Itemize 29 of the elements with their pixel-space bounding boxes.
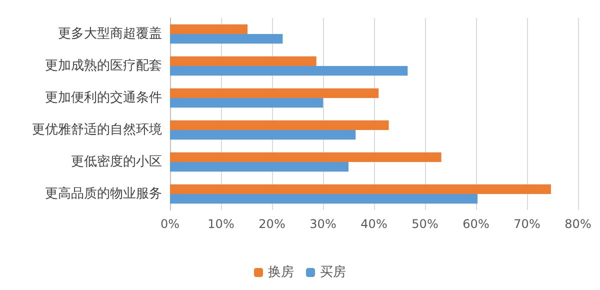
legend-label: 买房 xyxy=(320,264,346,280)
bar xyxy=(170,120,389,130)
y-tick-label: 更优雅舒适的自然环境 xyxy=(32,122,162,138)
x-tick-label: 20% xyxy=(258,217,286,231)
x-tick-label: 40% xyxy=(360,217,388,231)
y-tick-label: 更加便利的交通条件 xyxy=(45,90,162,106)
x-tick-label: 50% xyxy=(412,217,438,231)
y-tick-label: 更加成熟的医疗配套 xyxy=(45,58,162,74)
y-tick-label: 更高品质的物业服务 xyxy=(45,186,162,202)
bar xyxy=(170,162,348,172)
bar xyxy=(170,152,442,162)
bar xyxy=(170,34,283,44)
bar xyxy=(170,66,408,76)
x-tick-label: 10% xyxy=(208,217,234,231)
legend-label: 换房 xyxy=(268,264,294,280)
x-tick-label: 30% xyxy=(310,217,336,231)
y-tick-label: 更低密度的小区 xyxy=(71,154,162,170)
bar xyxy=(170,56,316,66)
bar xyxy=(170,194,478,204)
x-tick-label: 70% xyxy=(514,217,540,231)
y-tick-label: 更多大型商超覆盖 xyxy=(58,26,162,42)
x-tick-label: 0% xyxy=(160,217,180,231)
bar xyxy=(170,130,356,140)
bar xyxy=(170,98,323,108)
x-tick-label: 60% xyxy=(462,217,490,231)
bar xyxy=(170,184,551,194)
x-tick-label: 80% xyxy=(564,217,592,231)
bar xyxy=(170,88,379,98)
bar xyxy=(170,24,248,34)
